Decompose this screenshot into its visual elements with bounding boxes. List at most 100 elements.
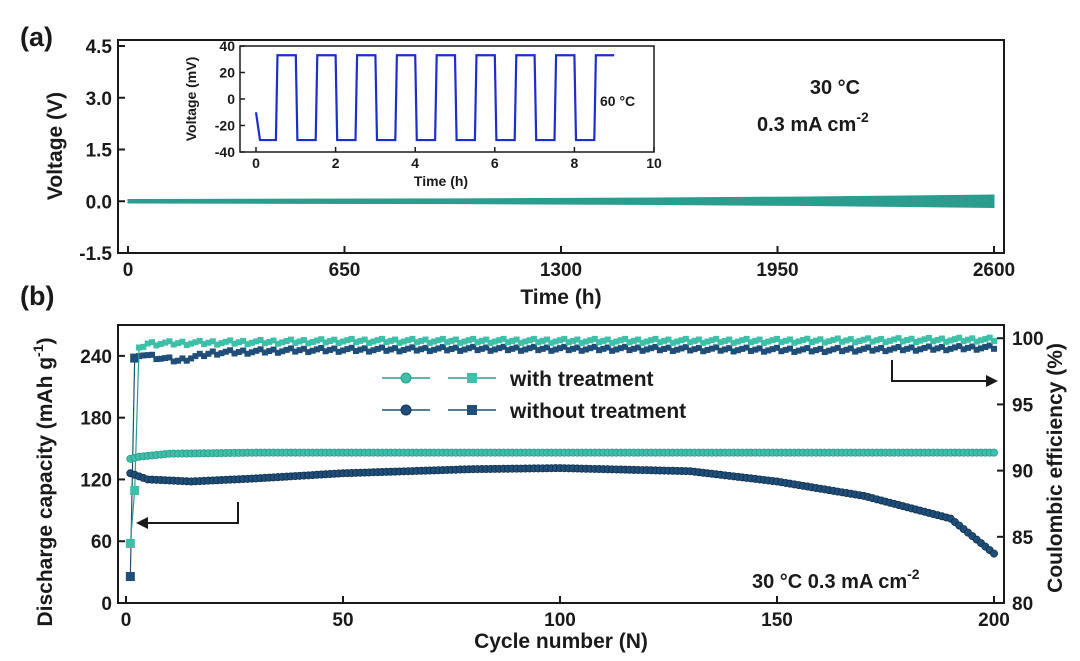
- efficiency-without-marker: [478, 345, 485, 352]
- efficiency-with-marker: [435, 337, 442, 344]
- efficiency-without-marker: [617, 345, 624, 352]
- panel-b-xtick-label: 50: [332, 610, 353, 631]
- efficiency-with-marker: [439, 335, 446, 342]
- efficiency-with-marker: [774, 335, 780, 342]
- efficiency-without-marker: [548, 347, 555, 354]
- efficiency-without-marker: [500, 343, 507, 350]
- efficiency-with-marker: [930, 338, 937, 345]
- efficiency-without-marker: [643, 346, 650, 353]
- efficiency-without-marker: [609, 347, 616, 354]
- panel-b-xtick-label: 0: [121, 610, 132, 631]
- efficiency-without-marker: [813, 347, 820, 354]
- efficiency-without-marker: [708, 345, 715, 352]
- efficiency-without-marker: [774, 344, 780, 351]
- efficiency-with-marker: [444, 339, 451, 346]
- efficiency-with-marker: [925, 334, 932, 341]
- panel-b-y2tick-label: 90: [1012, 462, 1033, 483]
- panel-b-ytick-label: 240: [80, 347, 112, 368]
- efficiency-with-marker: [361, 336, 368, 343]
- inset-xlabel: Time (h): [414, 173, 468, 189]
- efficiency-with-marker: [448, 337, 455, 344]
- efficiency-without-marker: [986, 342, 993, 349]
- efficiency-without-marker: [491, 346, 498, 353]
- efficiency-with-marker: [557, 337, 563, 344]
- efficiency-without-marker: [366, 348, 373, 355]
- efficiency-with-marker: [253, 338, 260, 345]
- efficiency-with-marker: [322, 339, 329, 346]
- efficiency-without-marker: [800, 346, 807, 353]
- efficiency-with-marker: [782, 337, 789, 344]
- efficiency-with-marker: [383, 339, 390, 346]
- efficiency-with-marker: [843, 337, 850, 344]
- efficiency-with-marker: [609, 339, 616, 346]
- efficiency-with-marker: [713, 335, 720, 342]
- efficiency-with-marker: [826, 338, 833, 345]
- inset-annotation: 60 °C: [600, 93, 635, 109]
- efficiency-without-marker: [166, 354, 173, 361]
- efficiency-with-marker: [170, 341, 177, 348]
- efficiency-without-marker: [279, 348, 286, 355]
- efficiency-with-marker: [166, 338, 173, 345]
- efficiency-with-marker: [617, 337, 624, 344]
- efficiency-with-marker: [478, 337, 485, 344]
- efficiency-with-marker: [418, 337, 425, 344]
- efficiency-without-marker: [426, 348, 433, 355]
- efficiency-with-marker: [852, 339, 859, 346]
- panel-b-y2tick-label: 85: [1012, 528, 1034, 549]
- efficiency-without-marker: [144, 352, 151, 359]
- efficiency-without-marker: [787, 345, 794, 352]
- efficiency-without-marker: [266, 348, 273, 355]
- panel-b-label: (b): [20, 281, 54, 311]
- efficiency-with-marker: [878, 335, 885, 342]
- capacity-without-marker: [990, 549, 999, 558]
- inset-xtick-label: 0: [252, 155, 260, 171]
- efficiency-with-marker: [613, 338, 620, 345]
- efficiency-without-marker: [157, 355, 164, 362]
- efficiency-without-marker: [522, 346, 529, 353]
- efficiency-without-marker: [991, 345, 997, 352]
- efficiency-without-marker: [422, 344, 429, 351]
- efficiency-with-marker: [652, 335, 659, 342]
- efficiency-with-marker: [921, 336, 928, 343]
- efficiency-without-marker: [287, 345, 294, 352]
- efficiency-without-marker: [726, 345, 733, 352]
- efficiency-with-marker: [726, 336, 733, 343]
- efficiency-without-marker: [938, 343, 945, 350]
- efficiency-with-marker: [461, 338, 468, 345]
- efficiency-without-marker: [925, 343, 932, 350]
- efficiency-with-marker: [678, 337, 685, 344]
- efficiency-without-marker: [817, 345, 824, 352]
- efficiency-with-marker: [231, 340, 238, 347]
- panel-b-plot: 0 50 100 150 200 0 60 120 180 240 80 85 90 95 100: [80, 329, 1043, 631]
- efficiency-with-marker: [600, 337, 607, 344]
- panel-b-y2label: Coulombic efficiency (%): [1044, 343, 1067, 593]
- efficiency-with-marker: [474, 339, 481, 346]
- efficiency-without-marker: [552, 346, 559, 353]
- panel-a-label: (a): [20, 22, 53, 52]
- efficiency-with-marker: [596, 339, 603, 346]
- efficiency-with-marker: [813, 337, 820, 344]
- efficiency-without-marker: [205, 350, 212, 357]
- efficiency-without-marker: [804, 345, 811, 352]
- inset-ytick-label: 20: [219, 65, 235, 81]
- efficiency-without-marker: [782, 346, 789, 353]
- efficiency-without-marker: [873, 346, 880, 353]
- panel-a-ytick-label: 3.0: [86, 89, 112, 110]
- efficiency-without-marker: [344, 346, 351, 353]
- panel-a-xtick-label: 1950: [756, 260, 798, 281]
- efficiency-without-marker: [765, 347, 772, 354]
- efficiency-without-marker: [635, 344, 642, 351]
- efficiency-without-marker: [878, 344, 885, 351]
- efficiency-without-marker: [891, 345, 898, 352]
- efficiency-without-marker: [374, 345, 381, 352]
- efficiency-with-marker: [374, 337, 381, 344]
- arrow-to-right-axis: [891, 360, 998, 387]
- efficiency-without-marker: [899, 347, 906, 354]
- inset-voltage-wave: [254, 54, 615, 142]
- efficiency-without-marker: [969, 343, 976, 350]
- efficiency-without-marker: [370, 347, 377, 354]
- panel-b-y2tick-label: 95: [1012, 395, 1034, 416]
- efficiency-without-marker: [170, 358, 177, 365]
- inset-ytick-label: -20: [215, 118, 235, 134]
- efficiency-with-marker: [639, 339, 646, 346]
